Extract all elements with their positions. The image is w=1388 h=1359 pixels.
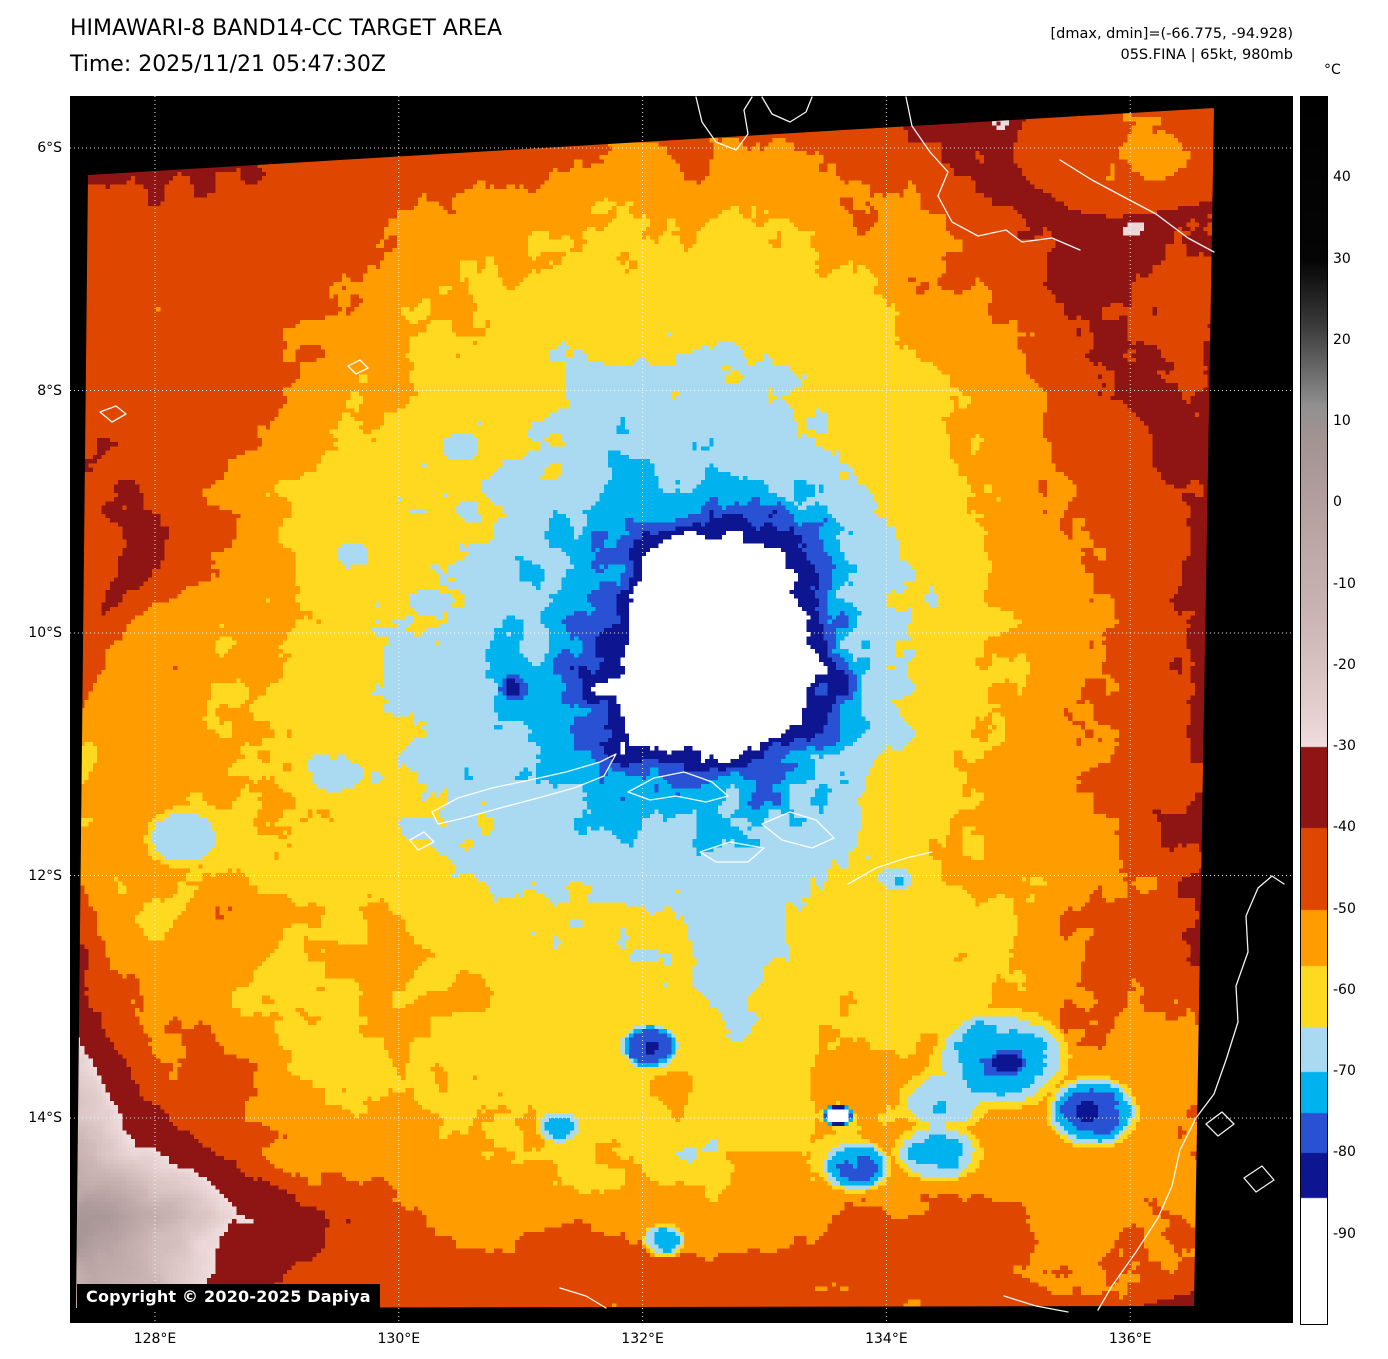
lat-tick-label: 14°S	[28, 1110, 62, 1126]
colorbar-unit-label: °C	[1324, 62, 1341, 78]
colorbar-tick-label: -70	[1333, 1063, 1356, 1080]
coastline	[559, 1287, 607, 1309]
coastline	[699, 841, 765, 863]
colorbar-tick-label: 30	[1333, 250, 1351, 267]
coastline	[1003, 1295, 1069, 1313]
lat-tick-label: 6°S	[37, 140, 62, 156]
coastline	[431, 753, 617, 825]
copyright-badge: Copyright © 2020-2025 Dapiya	[77, 1284, 380, 1311]
colorbar-tick-label: 40	[1333, 169, 1351, 186]
readouts: [dmax, dmin]=(-66.775, -94.928) 05S.FINA…	[1051, 24, 1294, 66]
colorbar-tick-label: -80	[1333, 1144, 1356, 1161]
coastline	[347, 359, 369, 375]
coastline	[905, 96, 1081, 251]
colorbar-tick-label: 0	[1333, 494, 1342, 511]
lon-tick-label: 134°E	[865, 1331, 908, 1347]
map-overlay	[70, 96, 1293, 1323]
colorbar-tick-label: -10	[1333, 575, 1356, 592]
coastline	[847, 851, 933, 885]
product-title: HIMAWARI-8 BAND14-CC TARGET AREA	[70, 16, 503, 41]
lon-tick-label: 136°E	[1108, 1331, 1152, 1347]
colorbar-tick-label: -60	[1333, 981, 1356, 998]
lat-tick-label: 10°S	[28, 625, 62, 641]
coastline	[761, 811, 835, 849]
satellite-imagery-canvas	[76, 108, 1214, 1308]
coastline	[1205, 1111, 1235, 1137]
colorbar-tick-label: -90	[1333, 1225, 1356, 1242]
lon-tick-label: 132°E	[621, 1331, 664, 1347]
colorbar-tick-label: -20	[1333, 656, 1356, 673]
lat-tick-label: 8°S	[37, 382, 62, 399]
coastline	[99, 405, 127, 423]
colorbar-tick-label: 10	[1333, 413, 1351, 430]
coastline	[409, 831, 435, 851]
colorbar-tick-label: -50	[1333, 900, 1356, 917]
coastline	[1059, 159, 1215, 253]
lon-tick-label: 130°E	[377, 1331, 421, 1347]
colorbar	[1300, 96, 1328, 1325]
map-axes: Copyright © 2020-2025 Dapiya	[70, 96, 1293, 1323]
product-time: Time: 2025/11/21 05:47:30Z	[70, 52, 386, 77]
lat-tick-label: 12°S	[28, 867, 62, 884]
colorbar-tick-label: -30	[1333, 738, 1356, 755]
colorbar-tick-label: 20	[1333, 331, 1351, 348]
colorbar-tick-label: -40	[1333, 819, 1356, 836]
storm-info: 05S.FINA | 65kt, 980mb	[1120, 47, 1293, 63]
coastline	[761, 96, 813, 123]
coastline	[695, 96, 753, 151]
coastline	[627, 771, 729, 803]
dmax-dmin-readout: [dmax, dmin]=(-66.775, -94.928)	[1050, 26, 1294, 42]
coastline	[1097, 875, 1285, 1311]
lon-tick-label: 128°E	[133, 1331, 177, 1347]
coastline	[1243, 1165, 1275, 1193]
